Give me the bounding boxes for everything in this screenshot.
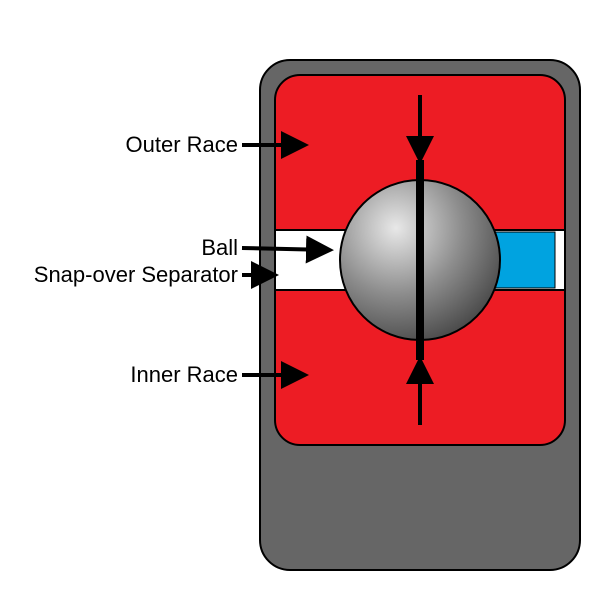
ball-arrow: [242, 248, 330, 250]
accent-block: [495, 232, 555, 288]
label-separator: Snap-over Separator: [34, 262, 238, 288]
bearing-diagram: Outer Race Ball Snap-over Separator Inne…: [0, 0, 600, 600]
label-ball: Ball: [201, 235, 238, 261]
label-inner-race: Inner Race: [130, 362, 238, 388]
label-outer-race: Outer Race: [126, 132, 239, 158]
diagram-svg: [0, 0, 600, 600]
